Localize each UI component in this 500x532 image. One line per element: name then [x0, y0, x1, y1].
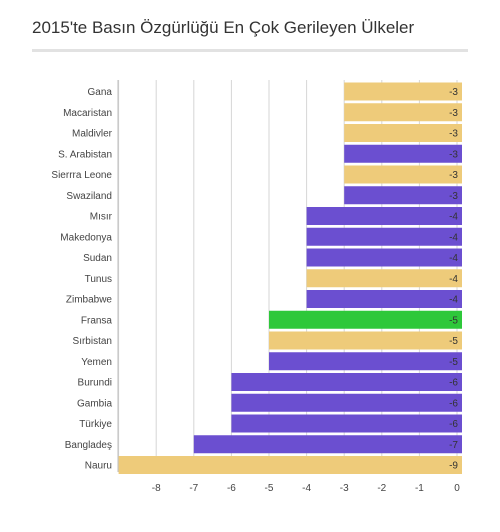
- category-label: Tunus: [85, 274, 112, 285]
- category-label: Bangladeş: [65, 440, 112, 451]
- x-tick-label: -7: [189, 483, 198, 494]
- value-label: -5: [449, 357, 458, 368]
- value-label: -3: [449, 149, 458, 160]
- category-label: Maldivler: [72, 129, 113, 140]
- bar: [344, 82, 462, 101]
- value-label: -6: [449, 419, 458, 430]
- category-label: Makedonya: [60, 232, 112, 243]
- bar: [306, 207, 462, 225]
- x-tick-label: -4: [302, 483, 311, 494]
- value-label: -5: [449, 336, 458, 347]
- bar: [306, 269, 462, 288]
- category-label: Gambia: [77, 398, 112, 409]
- value-label: -5: [449, 315, 458, 326]
- category-label: Nauru: [85, 461, 112, 472]
- bar: [193, 435, 463, 454]
- category-label: Yemen: [81, 357, 112, 368]
- value-label: -3: [449, 87, 458, 98]
- x-tick-label: -1: [415, 483, 424, 494]
- bar: [231, 373, 462, 391]
- value-label: -6: [449, 378, 458, 389]
- bars: [118, 82, 463, 474]
- value-label: -4: [449, 212, 458, 223]
- x-tick-label: -8: [152, 483, 161, 494]
- value-label: -6: [449, 398, 458, 409]
- value-label: -3: [449, 170, 458, 181]
- value-label: -4: [449, 295, 458, 306]
- bar: [231, 414, 462, 433]
- bar: [118, 456, 462, 474]
- category-label: Burundi: [78, 378, 112, 389]
- bar: [269, 310, 462, 329]
- x-tick-label: -3: [340, 483, 349, 494]
- x-tick-label: -2: [377, 483, 386, 494]
- value-label: -3: [449, 191, 458, 202]
- value-label: -7: [449, 440, 458, 451]
- bar: [269, 331, 462, 350]
- chart-title: 2015'te Basın Özgürlüğü En Çok Gerileyen…: [32, 18, 415, 37]
- value-label: -4: [449, 253, 458, 264]
- value-label: -4: [449, 274, 458, 285]
- bar: [344, 186, 462, 205]
- category-labels: Gana Macaristan Maldivler S. Arabistan Sierr…: [51, 87, 112, 472]
- category-label: Sierrra Leone: [51, 170, 112, 181]
- x-axis-ticks: -8 -7 -6 -5 -4 -3 -2 -1 0: [152, 483, 460, 494]
- category-label: Macaristan: [63, 108, 112, 119]
- category-label: Zimbabwe: [66, 295, 113, 306]
- category-label: Sırbistan: [73, 336, 112, 347]
- value-label: -4: [449, 232, 458, 243]
- category-label: Gana: [88, 87, 113, 98]
- title-divider: [32, 49, 468, 52]
- bar: [344, 124, 462, 142]
- category-label: S. Arabistan: [58, 149, 112, 160]
- x-tick-label: -5: [265, 483, 274, 494]
- x-tick-label: -6: [227, 483, 236, 494]
- value-label: -3: [449, 129, 458, 140]
- value-label: -9: [449, 461, 458, 472]
- category-label: Fransa: [81, 315, 113, 326]
- bar: [306, 227, 462, 246]
- bar: [306, 290, 462, 308]
- bar: [231, 393, 462, 412]
- bar: [269, 352, 462, 371]
- value-label: -3: [449, 108, 458, 119]
- bar: [306, 248, 462, 267]
- category-label: Swaziland: [66, 191, 112, 202]
- bar: [344, 144, 462, 163]
- category-label: Mısır: [90, 212, 113, 223]
- bar: [344, 165, 462, 184]
- category-label: Türkiye: [79, 419, 112, 430]
- value-labels: -3 -3 -3 -3 -3 -3 -4 -4 -4 -4 -4 -5 -5 -5 -6 -6 -6 -7 -9: [449, 87, 458, 472]
- x-tick-label: 0: [454, 483, 460, 494]
- category-label: Sudan: [83, 253, 112, 264]
- bar: [344, 103, 462, 122]
